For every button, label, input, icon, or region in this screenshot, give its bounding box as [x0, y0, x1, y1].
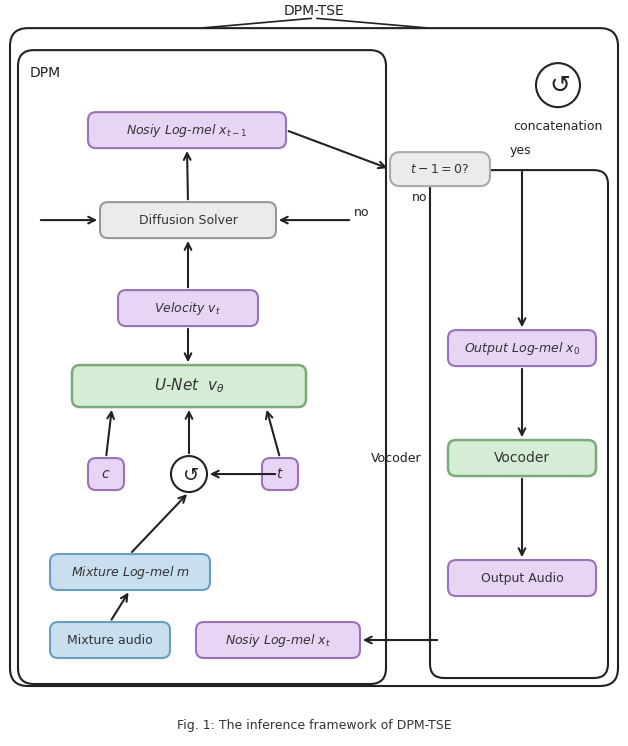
Text: Fig. 1: The inference framework of DPM-TSE: Fig. 1: The inference framework of DPM-T… — [176, 719, 452, 732]
FancyBboxPatch shape — [448, 440, 596, 476]
FancyBboxPatch shape — [262, 458, 298, 490]
FancyBboxPatch shape — [72, 365, 306, 407]
FancyBboxPatch shape — [196, 622, 360, 658]
Text: Diffusion Solver: Diffusion Solver — [139, 213, 237, 227]
Text: no: no — [412, 191, 428, 204]
FancyBboxPatch shape — [50, 622, 170, 658]
FancyBboxPatch shape — [448, 330, 596, 366]
FancyBboxPatch shape — [88, 458, 124, 490]
Text: Nosiy Log-mel $x_t$: Nosiy Log-mel $x_t$ — [225, 632, 331, 648]
Text: Output Log-mel $x_0$: Output Log-mel $x_0$ — [464, 339, 580, 357]
FancyBboxPatch shape — [390, 152, 490, 186]
Text: DPM-TSE: DPM-TSE — [284, 4, 344, 18]
Text: $c$: $c$ — [101, 467, 111, 481]
FancyBboxPatch shape — [448, 560, 596, 596]
FancyBboxPatch shape — [118, 290, 258, 326]
Text: $\circlearrowleft$: $\circlearrowleft$ — [545, 73, 571, 97]
Text: Vocoder: Vocoder — [371, 451, 422, 465]
Text: Vocoder: Vocoder — [494, 451, 550, 465]
FancyBboxPatch shape — [88, 112, 286, 148]
Text: U-Net  $v_\theta$: U-Net $v_\theta$ — [154, 377, 224, 395]
Text: no: no — [354, 206, 370, 219]
Text: $t$: $t$ — [276, 467, 284, 481]
FancyBboxPatch shape — [100, 202, 276, 238]
FancyBboxPatch shape — [18, 50, 386, 684]
FancyBboxPatch shape — [10, 28, 618, 686]
Text: $t-1=0?$: $t-1=0?$ — [410, 163, 470, 175]
Text: DPM: DPM — [30, 66, 61, 80]
Text: Velocity $v_t$: Velocity $v_t$ — [154, 300, 222, 316]
Text: yes: yes — [509, 144, 531, 157]
Text: Mixture Log-mel $m$: Mixture Log-mel $m$ — [70, 563, 190, 580]
Text: $\circlearrowleft$: $\circlearrowleft$ — [178, 465, 199, 483]
FancyBboxPatch shape — [50, 554, 210, 590]
Text: Output Audio: Output Audio — [480, 571, 563, 585]
Text: Nosiy Log-mel $x_{t-1}$: Nosiy Log-mel $x_{t-1}$ — [126, 122, 247, 139]
Text: concatenation: concatenation — [513, 120, 603, 133]
Text: Mixture audio: Mixture audio — [67, 633, 153, 647]
FancyBboxPatch shape — [430, 170, 608, 678]
